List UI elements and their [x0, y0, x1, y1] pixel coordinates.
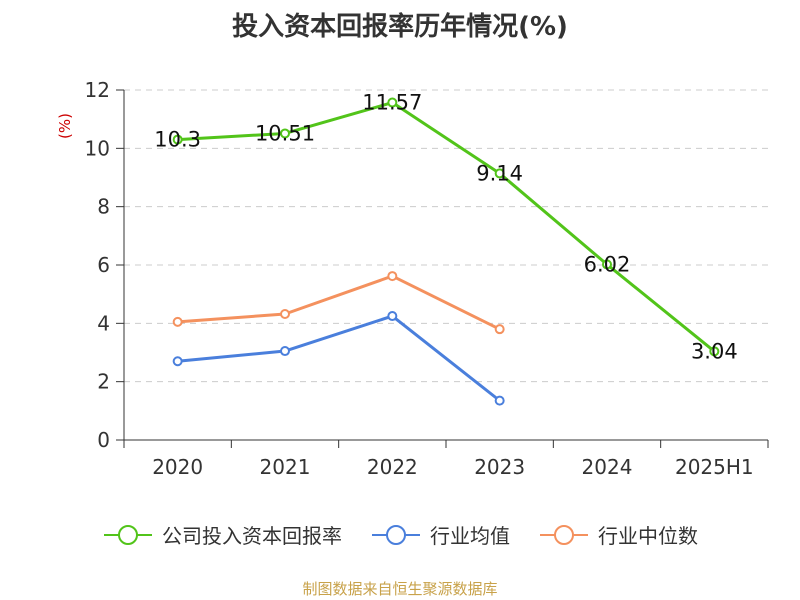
legend-label: 行业均值	[430, 524, 510, 548]
y-tick-label: 2	[97, 370, 110, 394]
series-line	[177, 314, 501, 402]
data-label: 10.3	[154, 128, 201, 152]
y-tick-label: 10	[85, 136, 110, 160]
data-point	[172, 316, 183, 327]
data-label: 11.57	[362, 91, 422, 115]
series-line	[177, 101, 716, 353]
y-axis-label: (%)	[56, 113, 74, 139]
legend-swatch	[372, 524, 420, 545]
data-point	[494, 395, 505, 406]
legend-item: 行业中位数	[538, 520, 698, 549]
legend-item: 公司投入资本回报率	[102, 520, 342, 549]
y-tick-label: 4	[97, 311, 110, 335]
data-point	[494, 168, 505, 179]
data-point	[387, 311, 398, 322]
data-point	[280, 128, 290, 139]
legend-label: 公司投入资本回报率	[162, 524, 342, 548]
x-tick-label: 2020	[152, 455, 203, 479]
chart-title: 投入资本回报率历年情况(%)	[232, 12, 568, 42]
series-lines	[172, 97, 720, 406]
data-point	[494, 324, 505, 335]
x-tick-label: 2022	[367, 455, 418, 479]
data-labels: 10.3 10.51 11.57 9.14 6.02 3.04	[154, 91, 737, 364]
data-label: 3.04	[691, 339, 738, 363]
data-point	[172, 134, 183, 145]
legend-swatch	[104, 524, 152, 545]
axes: 0 2 4 6 8 10 12 (%) 2020 2021 2022 2023 2024 2025H1	[56, 78, 769, 479]
y-tick-label: 6	[97, 253, 110, 277]
x-tick-label: 2025H1	[675, 455, 754, 479]
data-label: 6.02	[584, 252, 631, 276]
data-point	[387, 271, 398, 282]
data-point	[387, 97, 398, 108]
legend-item: 行业均值	[370, 520, 510, 549]
y-tick-label: 8	[97, 195, 110, 219]
data-label: 9.14	[476, 161, 523, 185]
legend-swatch	[540, 524, 588, 545]
x-tick-label: 2023	[474, 455, 525, 479]
legend-label: 行业中位数	[598, 524, 698, 548]
legend: 公司投入资本回报率 行业均值 行业中位数	[0, 520, 800, 549]
data-point	[709, 346, 720, 357]
x-tick-label: 2024	[582, 455, 633, 479]
source-note: 制图数据来自恒生聚源数据库	[302, 580, 498, 598]
series-line	[177, 274, 501, 331]
data-point	[172, 356, 183, 367]
data-point	[280, 346, 290, 357]
y-tick-label: 12	[85, 78, 110, 102]
data-label: 10.51	[255, 121, 315, 145]
data-point	[280, 309, 290, 319]
data-point	[602, 259, 612, 270]
grid-lines	[124, 89, 768, 383]
x-tick-label: 2021	[260, 455, 311, 479]
y-tick-label: 0	[97, 428, 110, 452]
